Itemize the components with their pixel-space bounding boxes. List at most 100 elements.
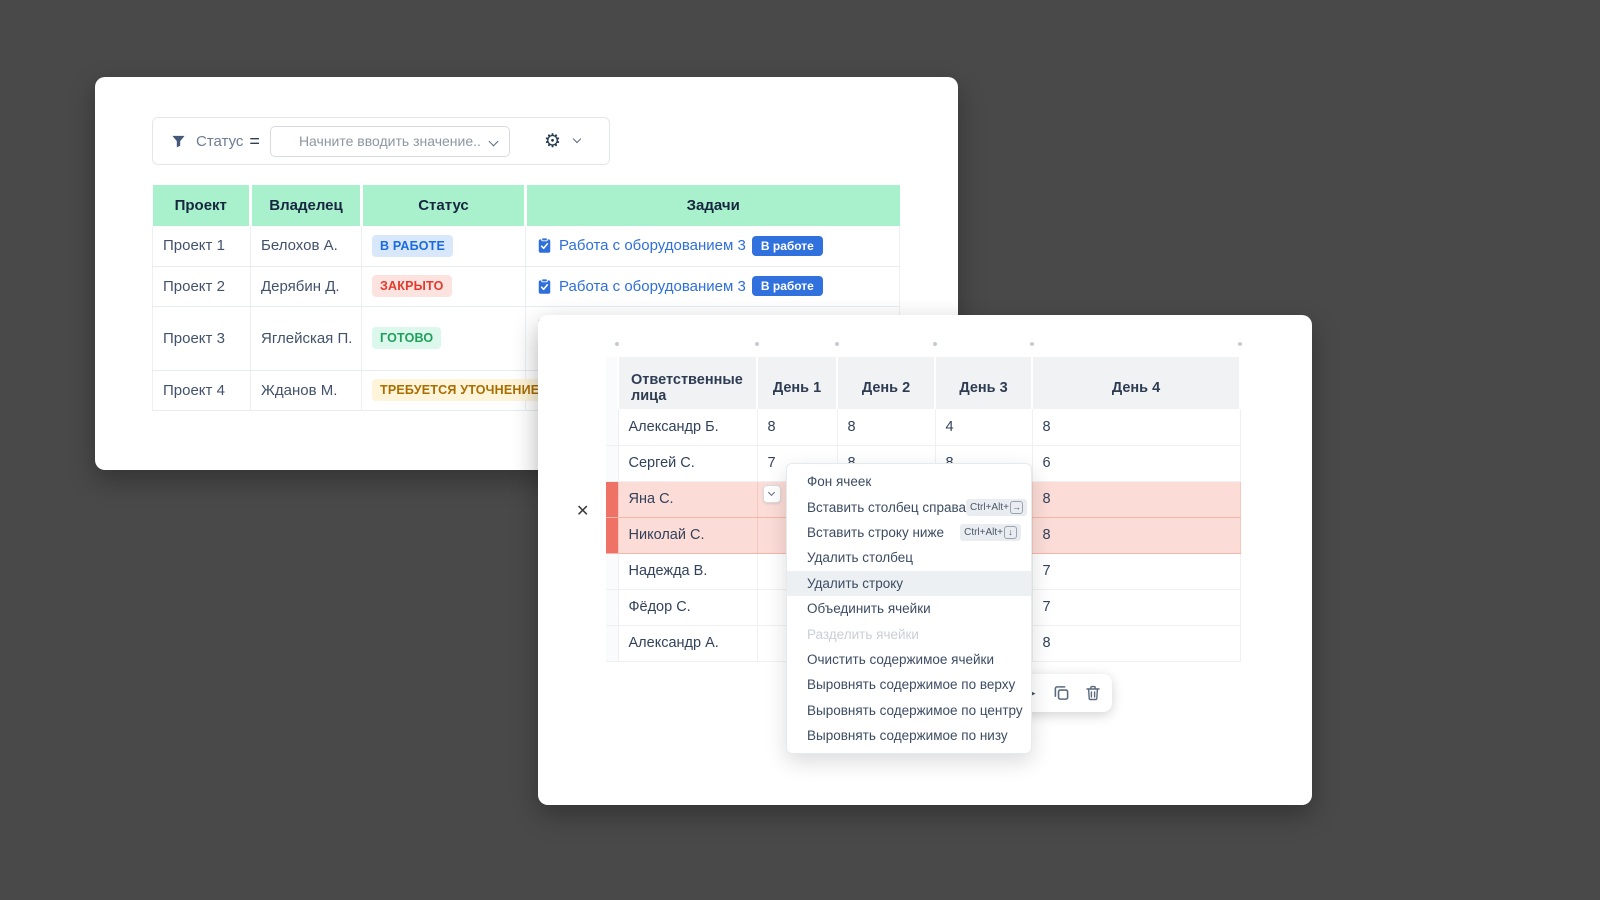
status-cell[interactable]: ГОТОВО [361,306,526,371]
trash-icon[interactable] [1084,684,1102,702]
owner-cell[interactable]: Белохов А. [250,226,362,267]
context-menu-item[interactable]: Очистить содержимое ячейки [787,647,1031,672]
project-name: Проект 4 [163,381,225,399]
clear-selection-icon[interactable]: ✕ [576,503,590,520]
owner-cell[interactable]: Дерябин Д. [250,266,362,307]
column-resize-handle-dot[interactable] [1030,342,1034,346]
person-name-cell[interactable]: Яна С. [618,481,758,518]
filter-bar: Статус = Начните вводить значение.. ⚙ [152,117,610,165]
cell-dropdown-button[interactable] [762,484,781,503]
day-value-cell[interactable]: 8 [1032,625,1241,662]
column-resize-handle-dot[interactable] [615,342,619,346]
column-resize-handle-dot[interactable] [1238,342,1242,346]
project-cell[interactable]: Проект 1 [152,226,251,267]
row-selection-gutter[interactable] [606,625,619,662]
status-badge: В РАБОТЕ [372,234,454,257]
day-value-cell[interactable]: 7 [1032,553,1241,590]
person-name-cell[interactable]: Фёдор С. [618,589,758,626]
filter-operator: = [249,130,260,151]
day-value: 7 [1042,599,1051,615]
day-value: 7 [1042,563,1051,579]
context-menu-item[interactable]: Удалить строку [787,570,1031,596]
day-value-cell[interactable]: 4 [935,409,1033,446]
day-value: 7 [767,455,776,471]
owner-cell[interactable]: Жданов М. [250,370,362,411]
project-cell[interactable]: Проект 2 [152,266,251,307]
person-name: Яна С. [628,491,674,507]
row-selection-gutter[interactable] [606,553,619,590]
day-value-cell[interactable]: 8 [757,409,838,446]
schedule-table-row[interactable]: Александр Б. 8 8 4 8 [606,409,1241,446]
filter-value-select[interactable]: Начните вводить значение.. [269,125,510,157]
person-name: Надежда В. [628,563,708,579]
task-status-badge: В работе [751,276,823,296]
project-table-row[interactable]: Проект 1 Белохов А. В РАБОТЕ Работа с об… [152,226,900,267]
context-menu-item[interactable]: Фон ячеек [787,469,1031,494]
col-header-status: Статус [361,185,527,226]
day-value-cell[interactable]: 8 [837,409,936,446]
row-selection-gutter[interactable] [606,445,619,482]
person-name: Александр Б. [628,418,719,435]
task-clipboard-check-icon [536,237,553,254]
context-menu-item[interactable]: Разделить ячейки [787,621,1031,646]
context-menu-item[interactable]: Вставить столбец справа Ctrl+Alt+ → [787,494,1031,519]
filter-value-placeholder: Начните вводить значение.. [298,133,481,149]
owner-cell[interactable]: Яглейская П. [250,306,362,371]
task-cell[interactable]: Работа с оборудованием 3 В работе [525,226,900,267]
row-selection-gutter[interactable] [606,481,619,518]
context-menu-item[interactable]: Выровнять содержимое по верху [787,672,1031,697]
column-resize-handle-dot[interactable] [835,342,839,346]
menu-item-label: Вставить столбец справа [807,499,967,515]
context-menu-item[interactable]: Выровнять содержимое по центру [787,698,1031,723]
person-name-cell[interactable]: Николай С. [618,517,758,554]
person-name-cell[interactable]: Александр Б. [618,409,758,446]
col-header-day2: День 2 [837,367,936,409]
day-value-cell[interactable]: 8 [1032,517,1241,554]
menu-item-label: Объединить ячейки [807,601,931,617]
day-value-cell[interactable]: 7 [1032,589,1241,626]
project-table-row[interactable]: Проект 2 Дерябин Д. ЗАКРЫТО Работа с обо… [152,266,900,307]
status-cell[interactable]: В РАБОТЕ [361,226,526,267]
person-name-cell[interactable]: Сергей С. [618,445,758,482]
day-value-cell[interactable]: 8 [1032,481,1241,518]
context-menu-item[interactable]: Выровнять содержимое по низу [787,723,1031,748]
day-value-cell[interactable]: 6 [1032,445,1241,482]
column-resize-handle-dot[interactable] [933,342,937,346]
status-cell[interactable]: ЗАКРЫТО [361,266,526,307]
context-menu-item[interactable]: Вставить строку ниже Ctrl+Alt+ ↓ [787,520,1031,545]
project-cell[interactable]: Проект 4 [152,370,251,411]
menu-item-label: Вставить строку ниже [807,524,945,540]
task-status-badge: В работе [751,235,823,256]
task-link[interactable]: Работа с оборудованием 3 [559,277,746,295]
day-value: 8 [847,418,856,435]
person-name-cell[interactable]: Надежда В. [618,553,758,590]
day-value: 4 [945,418,954,435]
filter-settings-button[interactable]: ⚙ [544,132,582,151]
partially-hidden-action-icon[interactable]: ▸ [1030,687,1036,700]
col-header-owner: Владелец [250,185,363,226]
owner-name: Дерябин Д. [261,277,340,295]
task-item: Работа с оборудованием 3 В работе [536,235,899,256]
row-selection-gutter[interactable] [606,517,619,554]
shortcut-text: Ctrl+Alt+ [964,526,1003,538]
task-link[interactable]: Работа с оборудованием 3 [559,237,746,255]
task-cell[interactable]: Работа с оборудованием 3 В работе [525,266,900,307]
copy-icon[interactable] [1052,684,1071,703]
context-menu-item[interactable]: Объединить ячейки [787,596,1031,621]
person-name: Сергей С. [628,455,695,471]
row-selection-gutter[interactable] [606,589,619,626]
status-badge: ЗАКРЫТО [372,275,452,297]
context-menu-item[interactable]: Удалить столбец [787,545,1031,570]
owner-name: Яглейская П. [261,329,353,347]
person-name-cell[interactable]: Александр А. [618,625,758,662]
day-value-cell[interactable]: 8 [1032,409,1241,446]
column-resize-handle-dot[interactable] [755,342,759,346]
project-cell[interactable]: Проект 3 [152,306,251,371]
menu-item-label: Фон ячеек [807,474,872,490]
menu-item-label: Выровнять содержимое по центру [807,702,1023,718]
row-selection-gutter[interactable] [606,409,619,446]
schedule-header-row: Ответственные лица День 1 День 2 День 3 … [606,367,1241,409]
arrow-key-icon: ↓ [1004,525,1017,539]
status-cell[interactable]: ТРЕБУЕТСЯ УТОЧНЕНИЕ [361,370,548,411]
shortcut-text: Ctrl+Alt+ [970,501,1009,513]
